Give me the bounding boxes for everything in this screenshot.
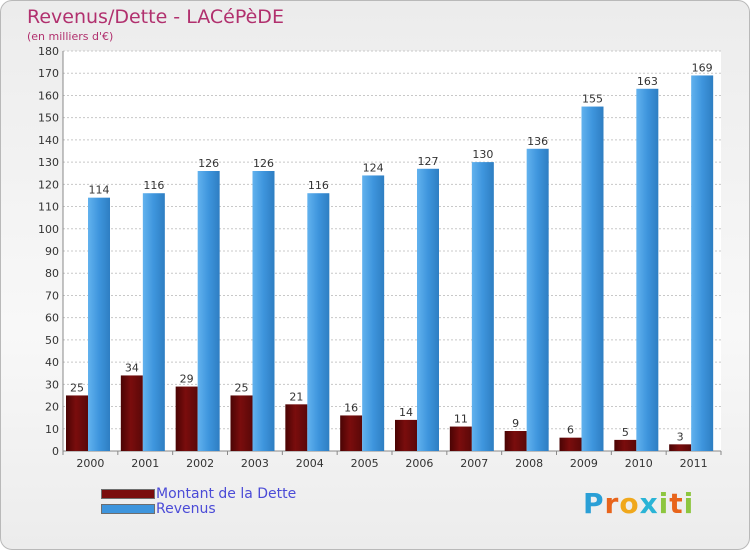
data-label: 116 <box>143 179 164 192</box>
logo-letter: x <box>639 487 659 520</box>
x-tick-label: 2004 <box>296 457 324 470</box>
x-tick-label: 2005 <box>351 457 379 470</box>
data-label: 29 <box>180 373 194 386</box>
bar-dette <box>285 404 308 451</box>
x-tick-label: 2008 <box>515 457 543 470</box>
x-tick-label: 2011 <box>680 457 708 470</box>
y-tick-label: 100 <box>38 223 59 236</box>
bar-dette <box>669 444 692 451</box>
bar-revenus <box>197 171 220 451</box>
bar-revenus <box>417 168 439 451</box>
x-tick-label: 2006 <box>405 457 433 470</box>
data-label: 136 <box>527 135 548 148</box>
data-label: 155 <box>582 93 603 106</box>
bar-dette <box>230 395 253 451</box>
logo-letter: i <box>683 487 695 520</box>
x-tick-label: 2000 <box>76 457 104 470</box>
x-tick-label: 2001 <box>131 457 159 470</box>
bar-revenus <box>526 148 549 451</box>
data-label: 16 <box>344 401 358 414</box>
bar-revenus <box>362 175 385 451</box>
y-tick-label: 130 <box>38 156 59 169</box>
bar-revenus <box>636 88 659 452</box>
y-tick-label: 40 <box>45 356 59 369</box>
y-tick-label: 140 <box>38 134 59 147</box>
x-tick-label: 2002 <box>186 457 214 470</box>
y-tick-label: 0 <box>52 445 59 458</box>
bar-dette <box>66 395 88 451</box>
y-tick-label: 170 <box>38 67 59 80</box>
y-tick-label: 10 <box>45 423 59 436</box>
bar-revenus <box>252 171 275 451</box>
x-tick-label: 2010 <box>625 457 653 470</box>
bar-dette <box>395 419 417 451</box>
logo-letter: P <box>583 487 605 520</box>
data-label: 130 <box>472 148 493 161</box>
data-label: 126 <box>198 157 219 170</box>
bar-revenus <box>471 162 494 451</box>
bar-revenus <box>142 193 165 451</box>
bar-revenus <box>88 197 110 451</box>
bar-dette <box>614 439 637 451</box>
bar-dette <box>504 431 527 451</box>
y-tick-label: 20 <box>45 401 59 414</box>
y-tick-label: 180 <box>38 45 59 58</box>
legend-label-revenus: Revenus <box>156 501 216 517</box>
data-label: 5 <box>622 426 629 439</box>
y-tick-label: 50 <box>45 334 59 347</box>
bar-dette <box>120 375 143 451</box>
legend-swatch-dette <box>101 489 155 499</box>
data-label: 3 <box>677 430 684 443</box>
bar-dette <box>449 426 472 451</box>
y-tick-label: 30 <box>45 378 59 391</box>
y-tick-label: 90 <box>45 245 59 258</box>
data-label: 114 <box>89 184 110 197</box>
bar-revenus <box>307 193 330 451</box>
chart-title: Revenus/Dette - LACéPèDE <box>27 6 284 28</box>
data-label: 116 <box>308 179 329 192</box>
y-tick-label: 120 <box>38 178 59 191</box>
x-tick-label: 2009 <box>570 457 598 470</box>
bar-dette <box>559 437 582 451</box>
data-label: 6 <box>567 424 574 437</box>
bar-dette <box>175 386 198 451</box>
logo-letter: i <box>658 487 670 520</box>
data-label: 34 <box>125 361 139 374</box>
y-tick-label: 160 <box>38 89 59 102</box>
chart-subtitle: (en milliers d'€) <box>27 30 114 43</box>
y-tick-label: 60 <box>45 312 59 325</box>
data-label: 163 <box>637 75 658 88</box>
data-label: 126 <box>253 157 274 170</box>
data-label: 25 <box>235 381 249 394</box>
data-label: 124 <box>363 161 384 174</box>
logo-letter: t <box>669 487 684 520</box>
data-label: 127 <box>418 155 439 168</box>
bar-dette <box>340 415 363 451</box>
data-label: 9 <box>512 417 519 430</box>
bar-revenus <box>581 106 604 452</box>
x-tick-label: 2007 <box>460 457 488 470</box>
logo-letter: r <box>604 487 620 520</box>
x-tick-label: 2003 <box>241 457 269 470</box>
bar-revenus <box>691 75 714 451</box>
logo-letter: o <box>619 487 640 520</box>
legend-swatch-revenus <box>101 504 155 514</box>
data-label: 11 <box>454 413 468 426</box>
y-tick-label: 70 <box>45 289 59 302</box>
data-label: 14 <box>399 406 413 419</box>
proxiti-logo: Proxiti <box>583 487 694 520</box>
legend-label-dette: Montant de la Dette <box>156 486 297 502</box>
y-tick-label: 110 <box>38 201 59 214</box>
y-tick-label: 80 <box>45 267 59 280</box>
data-label: 21 <box>289 390 303 403</box>
data-label: 169 <box>692 61 713 74</box>
data-label: 25 <box>70 381 84 394</box>
y-tick-label: 150 <box>38 112 59 125</box>
